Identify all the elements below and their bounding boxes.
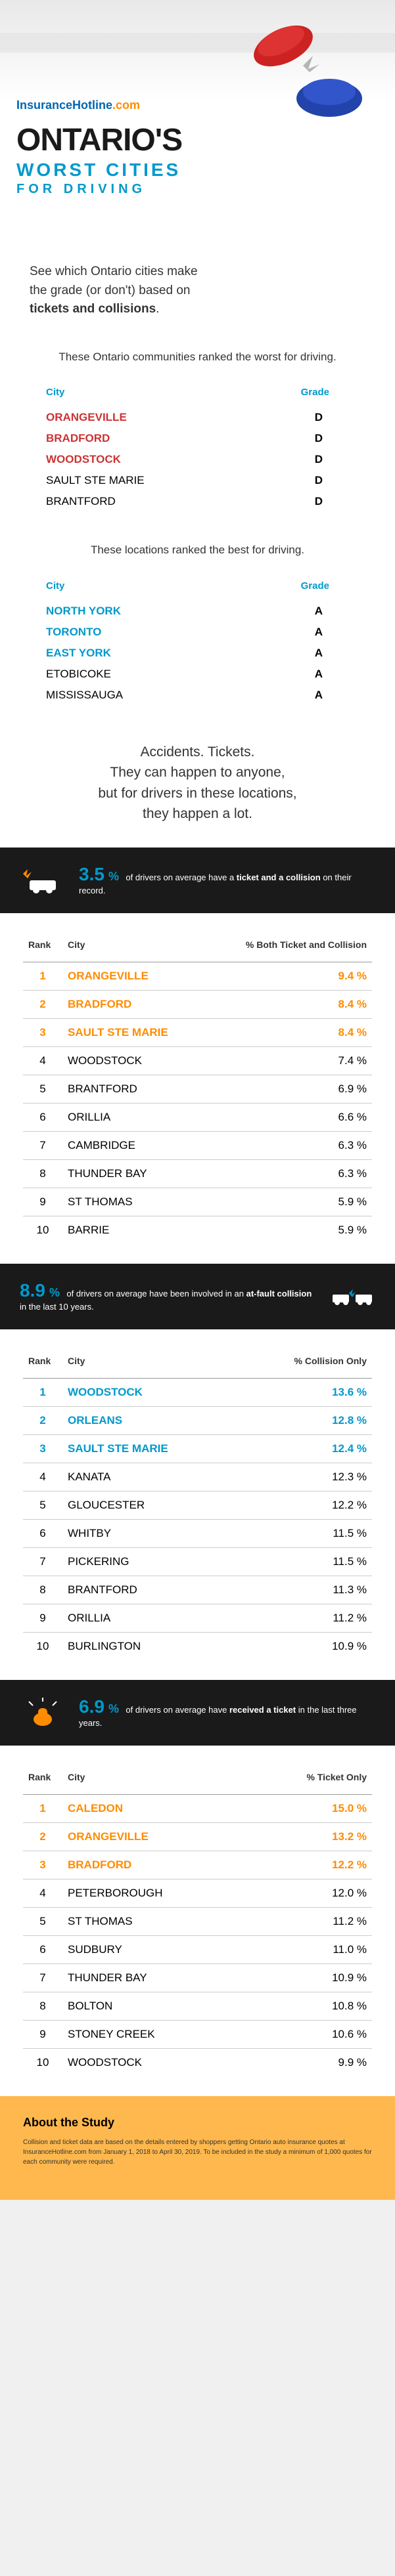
table-row: 5ST THOMAS11.2 % <box>23 1908 372 1936</box>
table-row: 8BRANTFORD11.3 % <box>23 1576 372 1604</box>
table-row: 10BARRIE5.9 % <box>23 1216 372 1244</box>
table-row: EAST YORKA <box>39 643 356 664</box>
brand-part2: .com <box>112 98 140 112</box>
table-both: Rank City % Both Ticket and Collision 1O… <box>0 913 395 1264</box>
table-row: 3SAULT STE MARIE12.4 % <box>23 1434 372 1463</box>
table-row: 2BRADFORD8.4 % <box>23 990 372 1018</box>
table-row: 6WHITBY11.5 % <box>23 1519 372 1547</box>
stat-text: 8.9% of drivers on average have been inv… <box>20 1280 316 1313</box>
table-row: 4KANATA12.3 % <box>23 1463 372 1491</box>
table-row: 9ST THOMAS5.9 % <box>23 1188 372 1216</box>
best-intro: These locations ranked the best for driv… <box>0 532 395 575</box>
stat-text: 3.5% of drivers on average have a ticket… <box>79 864 375 897</box>
worst-intro: These Ontario communities ranked the wor… <box>0 339 395 382</box>
table-row: ETOBICOKEA <box>39 664 356 685</box>
col-grade: Grade <box>227 575 356 601</box>
table-row: SAULT STE MARIED <box>39 470 356 491</box>
col-city: City <box>39 575 227 601</box>
table-row: 1CALEDON15.0 % <box>23 1795 372 1823</box>
about-section: About the Study Collision and ticket dat… <box>0 2096 395 2200</box>
table-row: 1WOODSTOCK13.6 % <box>23 1378 372 1406</box>
col-grade: Grade <box>243 381 356 407</box>
table-row: 10BURLINGTON10.9 % <box>23 1632 372 1660</box>
about-title: About the Study <box>23 2116 372 2130</box>
table-row: 6SUDBURY11.0 % <box>23 1936 372 1964</box>
table-row: 9ORILLIA11.2 % <box>23 1604 372 1632</box>
table-row: 4PETERBOROUGH12.0 % <box>23 1879 372 1908</box>
infographic-page: InsuranceHotline.com ONTARIO'S WORST CIT… <box>0 0 395 2200</box>
stat-banner-3: 6.9% of drivers on average have received… <box>0 1680 395 1746</box>
table-row: 1ORANGEVILLE9.4 % <box>23 962 372 990</box>
table-row: BRADFORDD <box>39 428 356 449</box>
table-row: 7THUNDER BAY10.9 % <box>23 1964 372 1992</box>
collision-icon <box>329 1280 375 1313</box>
stat-banner-2: 8.9% of drivers on average have been inv… <box>0 1264 395 1329</box>
about-body: Collision and ticket data are based on t… <box>23 2137 372 2167</box>
table-row: 7CAMBRIDGE6.3 % <box>23 1131 372 1159</box>
table-row: 5GLOUCESTER12.2 % <box>23 1491 372 1519</box>
brand-part1: InsuranceHotline <box>16 98 112 112</box>
table-collision: Rank City % Collision Only 1WOODSTOCK13.… <box>0 1329 395 1680</box>
hero-sub1: WORST CITIES <box>16 160 379 181</box>
table-ticket: Rank City % Ticket Only 1CALEDON15.0 %2O… <box>0 1746 395 2096</box>
stat-text: 6.9% of drivers on average have received… <box>79 1696 375 1729</box>
worst-table: City Grade ORANGEVILLEDBRADFORDDWOODSTOC… <box>0 381 395 532</box>
table-row: ORANGEVILLED <box>39 407 356 428</box>
col-city: City <box>39 381 243 407</box>
table-row: MISSISSAUGAA <box>39 685 356 706</box>
table-row: 7PICKERING11.5 % <box>23 1547 372 1576</box>
quote-block: Accidents. Tickets. They can happen to a… <box>0 725 395 848</box>
table-row: 3SAULT STE MARIE8.4 % <box>23 1018 372 1046</box>
table-row: 8BOLTON10.8 % <box>23 1992 372 2021</box>
cars-graphic <box>237 7 382 125</box>
table-row: WOODSTOCKD <box>39 449 356 470</box>
table-row: 5BRANTFORD6.9 % <box>23 1075 372 1103</box>
table-row: TORONTOA <box>39 622 356 643</box>
crash-icon <box>20 864 66 897</box>
table-row: 4WOODSTOCK7.4 % <box>23 1046 372 1075</box>
hero-sub2: FOR DRIVING <box>16 182 379 197</box>
hero-section: InsuranceHotline.com ONTARIO'S WORST CIT… <box>0 0 395 249</box>
hero-title: ONTARIO'S <box>16 122 379 158</box>
table-row: 10WOODSTOCK9.9 % <box>23 2049 372 2077</box>
table-row: BRANTFORDD <box>39 491 356 512</box>
table-row: 9STONEY CREEK10.6 % <box>23 2021 372 2049</box>
stat-banner-1: 3.5% of drivers on average have a ticket… <box>0 848 395 913</box>
table-row: 8THUNDER BAY6.3 % <box>23 1159 372 1188</box>
best-table: City Grade NORTH YORKATORONTOAEAST YORKA… <box>0 575 395 725</box>
table-row: 2ORLEANS12.8 % <box>23 1406 372 1434</box>
table-row: 2ORANGEVILLE13.2 % <box>23 1823 372 1851</box>
table-row: NORTH YORKA <box>39 601 356 622</box>
car-collision-icon <box>237 7 382 125</box>
table-row: 6ORILLIA6.6 % <box>23 1103 372 1131</box>
table-row: 3BRADFORD12.2 % <box>23 1851 372 1879</box>
siren-icon <box>20 1696 66 1729</box>
lead-text: See which Ontario cities make the grade … <box>0 249 395 339</box>
